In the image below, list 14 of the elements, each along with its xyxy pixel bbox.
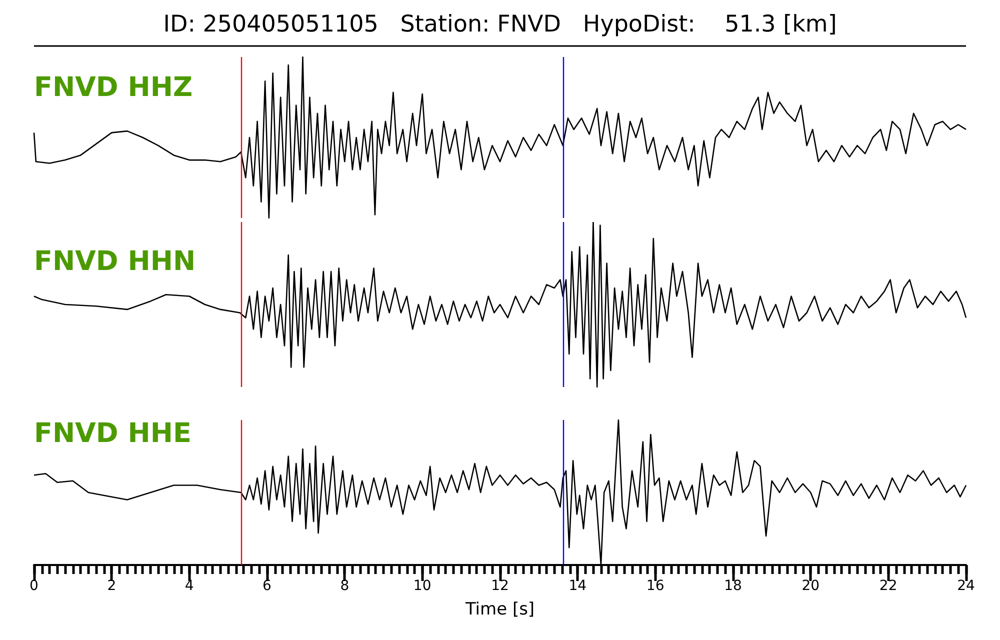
x-tick-label: 24 xyxy=(957,578,975,594)
annotation: FNVD HHE xyxy=(34,418,192,449)
x-tick-label: 18 xyxy=(724,578,742,594)
x-tick-label: 4 xyxy=(184,578,194,594)
x-axis-title: Time [s] xyxy=(464,600,535,620)
x-tick-label: 16 xyxy=(646,578,664,594)
annotation: FNVD HHN xyxy=(34,246,196,277)
x-tick-label: 20 xyxy=(802,578,820,594)
x-tick-label: 22 xyxy=(879,578,898,594)
annotation: FNVD HHZ xyxy=(34,72,193,103)
x-tick-label: 14 xyxy=(568,578,587,594)
x-tick-label: 12 xyxy=(491,578,509,594)
chart-title: ID: 250405051105 Station: FNVD HypoDist: 51.3 [km] xyxy=(163,12,837,38)
x-tick-label: 10 xyxy=(413,578,432,594)
